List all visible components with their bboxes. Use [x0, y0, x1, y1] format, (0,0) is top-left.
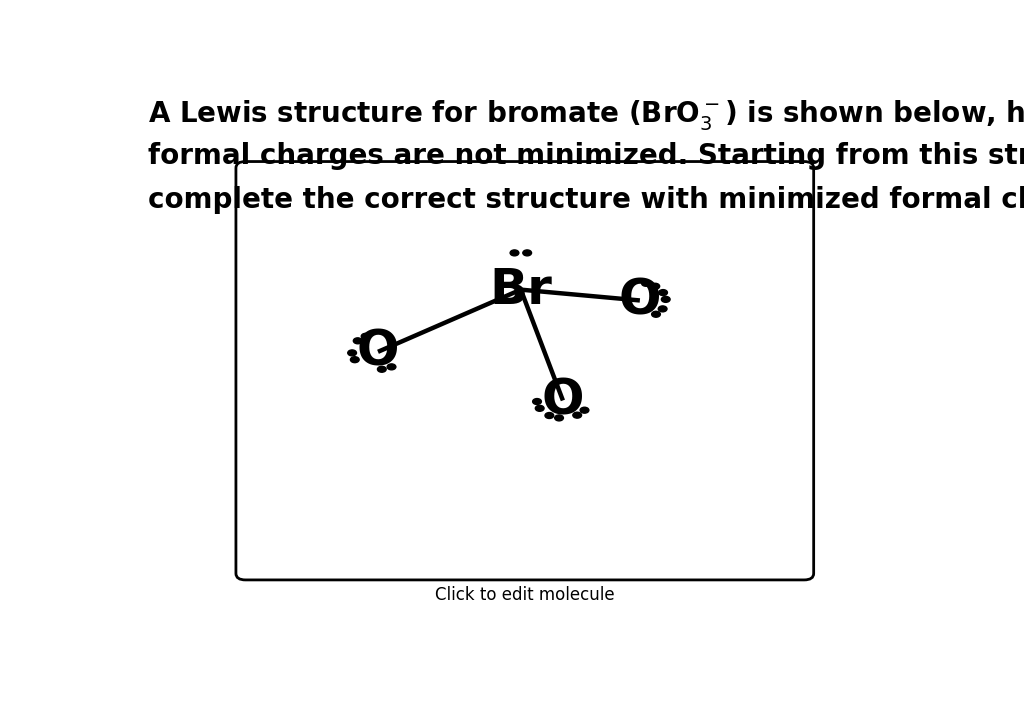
- Circle shape: [651, 311, 660, 317]
- Circle shape: [572, 412, 582, 418]
- Circle shape: [555, 415, 563, 421]
- Circle shape: [378, 366, 386, 372]
- Text: Click to edit molecule: Click to edit molecule: [435, 586, 614, 604]
- Text: O: O: [618, 277, 662, 324]
- Circle shape: [581, 407, 589, 413]
- Circle shape: [658, 290, 668, 296]
- Circle shape: [361, 333, 370, 339]
- Circle shape: [651, 284, 659, 289]
- Circle shape: [353, 338, 362, 344]
- Text: A Lewis structure for bromate (BrO$_3^-$) is shown below, however, its: A Lewis structure for bromate (BrO$_3^-$…: [147, 98, 1024, 132]
- Text: formal charges are not minimized. Starting from this structure,: formal charges are not minimized. Starti…: [147, 142, 1024, 170]
- Circle shape: [350, 357, 359, 363]
- Circle shape: [532, 399, 542, 404]
- Text: O: O: [356, 328, 399, 376]
- Circle shape: [545, 413, 554, 418]
- Circle shape: [510, 250, 519, 256]
- Circle shape: [642, 280, 650, 286]
- Text: complete the correct structure with minimized formal charges.: complete the correct structure with mini…: [147, 187, 1024, 214]
- Circle shape: [387, 364, 396, 370]
- Circle shape: [523, 250, 531, 256]
- Circle shape: [536, 405, 544, 411]
- Circle shape: [348, 350, 356, 356]
- Text: Br: Br: [489, 265, 552, 314]
- FancyBboxPatch shape: [236, 161, 814, 580]
- Text: O: O: [542, 376, 584, 425]
- Circle shape: [662, 296, 670, 303]
- Circle shape: [658, 306, 667, 312]
